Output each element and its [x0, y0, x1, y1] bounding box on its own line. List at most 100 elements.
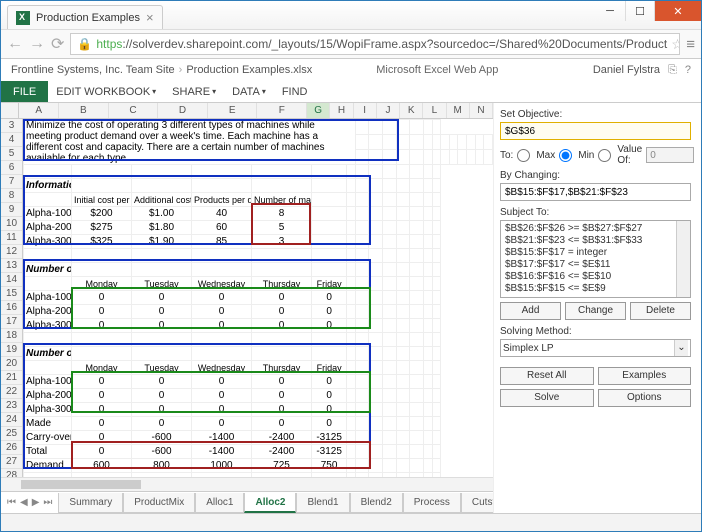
cell[interactable] — [252, 347, 312, 361]
row-header[interactable]: 28 — [1, 469, 22, 477]
cell[interactable] — [347, 235, 356, 249]
cell[interactable] — [252, 249, 312, 263]
min-radio[interactable] — [559, 149, 572, 162]
cell[interactable] — [410, 221, 424, 235]
column-header[interactable]: D — [158, 103, 208, 118]
cell[interactable]: Additional cost per product — [132, 193, 192, 207]
cell[interactable] — [355, 179, 369, 193]
cell[interactable] — [396, 263, 410, 277]
url-input[interactable]: 🔒 https://solverdev.sharepoint.com/_layo… — [70, 33, 680, 55]
cell[interactable] — [347, 263, 356, 277]
cell[interactable]: Number of machines — [252, 193, 312, 207]
cell[interactable]: Alpha-2000 — [24, 221, 72, 235]
cell[interactable] — [347, 375, 356, 389]
cell[interactable] — [369, 431, 383, 445]
constraint-item[interactable]: $B$15:$F$17 = integer — [505, 247, 686, 259]
cell[interactable]: Wednesday — [192, 277, 252, 291]
cell[interactable] — [432, 150, 441, 165]
cell[interactable] — [432, 319, 441, 333]
browser-tab[interactable]: Production Examples × — [7, 5, 163, 29]
cell[interactable] — [432, 207, 441, 221]
cell[interactable] — [312, 263, 347, 277]
cell[interactable] — [458, 150, 467, 165]
cell[interactable] — [347, 221, 356, 235]
cell[interactable] — [383, 263, 397, 277]
cell[interactable] — [410, 179, 424, 193]
cell[interactable]: 725 — [252, 459, 312, 473]
cell[interactable] — [192, 165, 252, 179]
cell[interactable]: -2400 — [252, 445, 312, 459]
row-header[interactable]: 14 — [1, 273, 22, 287]
cell[interactable]: $1.80 — [132, 221, 192, 235]
cell[interactable] — [252, 263, 312, 277]
cell[interactable] — [369, 207, 383, 221]
user-name[interactable]: Daniel Fylstra — [593, 64, 660, 76]
cell[interactable] — [432, 193, 441, 207]
row-header[interactable]: 23 — [1, 399, 22, 413]
cell[interactable] — [355, 333, 369, 347]
cell[interactable] — [72, 179, 132, 193]
constraint-item[interactable]: $B$15:$F$15 <= $E$9 — [505, 283, 686, 295]
cell[interactable] — [424, 459, 433, 473]
column-header[interactable]: G — [307, 103, 330, 118]
sheet-tab[interactable]: ProductMix — [123, 493, 195, 513]
cell[interactable] — [383, 375, 397, 389]
row-header[interactable]: 13 — [1, 259, 22, 273]
row-header[interactable]: 12 — [1, 245, 22, 259]
cell[interactable] — [72, 347, 132, 361]
column-header[interactable]: B — [59, 103, 109, 118]
edit-workbook-menu[interactable]: EDIT WORKBOOK▾ — [48, 86, 164, 98]
row-header[interactable]: 4 — [1, 133, 22, 147]
cell[interactable] — [383, 277, 397, 291]
cell[interactable] — [383, 347, 397, 361]
cell[interactable] — [410, 361, 424, 375]
row-header[interactable]: 26 — [1, 441, 22, 455]
cell[interactable] — [441, 135, 450, 150]
cell[interactable] — [72, 263, 132, 277]
cell[interactable] — [424, 445, 433, 459]
column-header[interactable]: A — [19, 103, 59, 118]
cell[interactable] — [383, 361, 397, 375]
cell[interactable] — [369, 375, 383, 389]
cell[interactable]: 750 — [312, 459, 347, 473]
change-button[interactable]: Change — [565, 302, 626, 320]
cell[interactable] — [383, 431, 397, 445]
bookmark-icon[interactable]: ☆ — [671, 36, 680, 53]
row-header[interactable]: 25 — [1, 427, 22, 441]
sheet-tab[interactable]: Blend1 — [296, 493, 349, 513]
cell[interactable]: Alpha-1000 — [24, 207, 72, 221]
cell[interactable] — [396, 179, 410, 193]
cell[interactable] — [24, 361, 72, 375]
cell[interactable] — [369, 389, 383, 403]
cell[interactable] — [432, 389, 441, 403]
cell[interactable]: Number of machines to use — [24, 263, 72, 277]
cell[interactable] — [424, 221, 433, 235]
forward-button[interactable]: → — [29, 35, 45, 53]
value-of-radio[interactable] — [598, 149, 611, 162]
cell[interactable] — [72, 249, 132, 263]
cell[interactable]: 0 — [252, 403, 312, 417]
cell[interactable] — [424, 361, 433, 375]
cell[interactable]: Alpha-3000 — [24, 403, 72, 417]
tab-nav-first-icon[interactable]: ⏮ — [7, 497, 16, 508]
cell[interactable] — [432, 221, 441, 235]
cell[interactable] — [72, 333, 132, 347]
sheet-tab[interactable]: Process — [403, 493, 461, 513]
cell[interactable] — [410, 249, 424, 263]
cell[interactable] — [410, 445, 424, 459]
cell[interactable] — [396, 221, 410, 235]
row-header[interactable]: 27 — [1, 455, 22, 469]
cell[interactable] — [424, 291, 433, 305]
cell[interactable] — [424, 389, 433, 403]
cell[interactable]: 0 — [312, 305, 347, 319]
cell[interactable] — [347, 291, 356, 305]
cell[interactable] — [347, 207, 356, 221]
cell[interactable] — [424, 375, 433, 389]
cell[interactable] — [424, 150, 433, 165]
cell[interactable]: 0 — [132, 389, 192, 403]
cell[interactable] — [424, 305, 433, 319]
cell[interactable] — [369, 403, 383, 417]
cell[interactable] — [369, 120, 383, 135]
cell[interactable] — [396, 319, 410, 333]
cell[interactable] — [347, 305, 356, 319]
